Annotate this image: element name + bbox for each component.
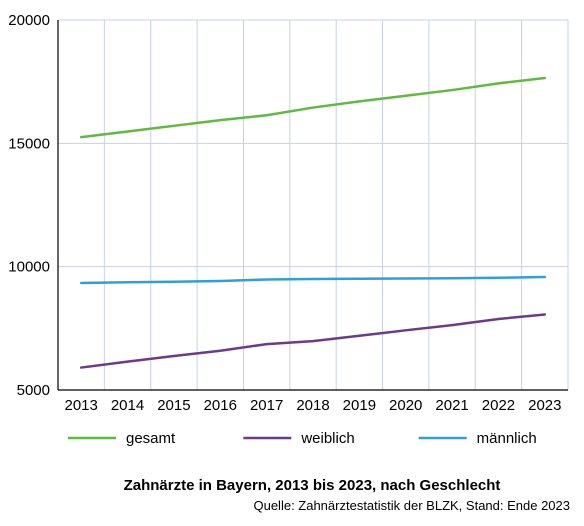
- y-tick-label: 15000: [8, 135, 50, 152]
- x-tick-label: 2020: [389, 397, 422, 414]
- x-tick-label: 2018: [296, 397, 329, 414]
- x-tick-label: 2021: [435, 397, 468, 414]
- x-tick-label: 2017: [250, 397, 283, 414]
- legend-label-maennlich: männlich: [477, 430, 537, 447]
- x-tick-label: 2015: [157, 397, 190, 414]
- chart-title: Zahnärzte in Bayern, 2013 bis 2023, nach…: [124, 477, 501, 494]
- legend-label-weiblich: weiblich: [300, 430, 354, 447]
- x-tick-label: 2023: [528, 397, 561, 414]
- line-chart: 5000 10000 15000 20000 2013 2014 2015 2016 2017 2…: [0, 0, 584, 526]
- y-tick-label: 20000: [8, 12, 50, 29]
- x-tick-label: 2014: [111, 397, 144, 414]
- legend-label-gesamt: gesamt: [126, 430, 176, 447]
- chart-subtitle: Quelle: Zahnärztestatistik der BLZK, Sta…: [253, 498, 570, 513]
- x-tick-label: 2019: [343, 397, 376, 414]
- x-tick-label: 2013: [64, 397, 97, 414]
- chart-svg: 5000 10000 15000 20000 2013 2014 2015 2016 2017 2…: [0, 0, 584, 526]
- y-tick-label: 5000: [17, 382, 50, 399]
- x-tick-label: 2016: [204, 397, 237, 414]
- x-tick-label: 2022: [482, 397, 515, 414]
- y-tick-label: 10000: [8, 259, 50, 276]
